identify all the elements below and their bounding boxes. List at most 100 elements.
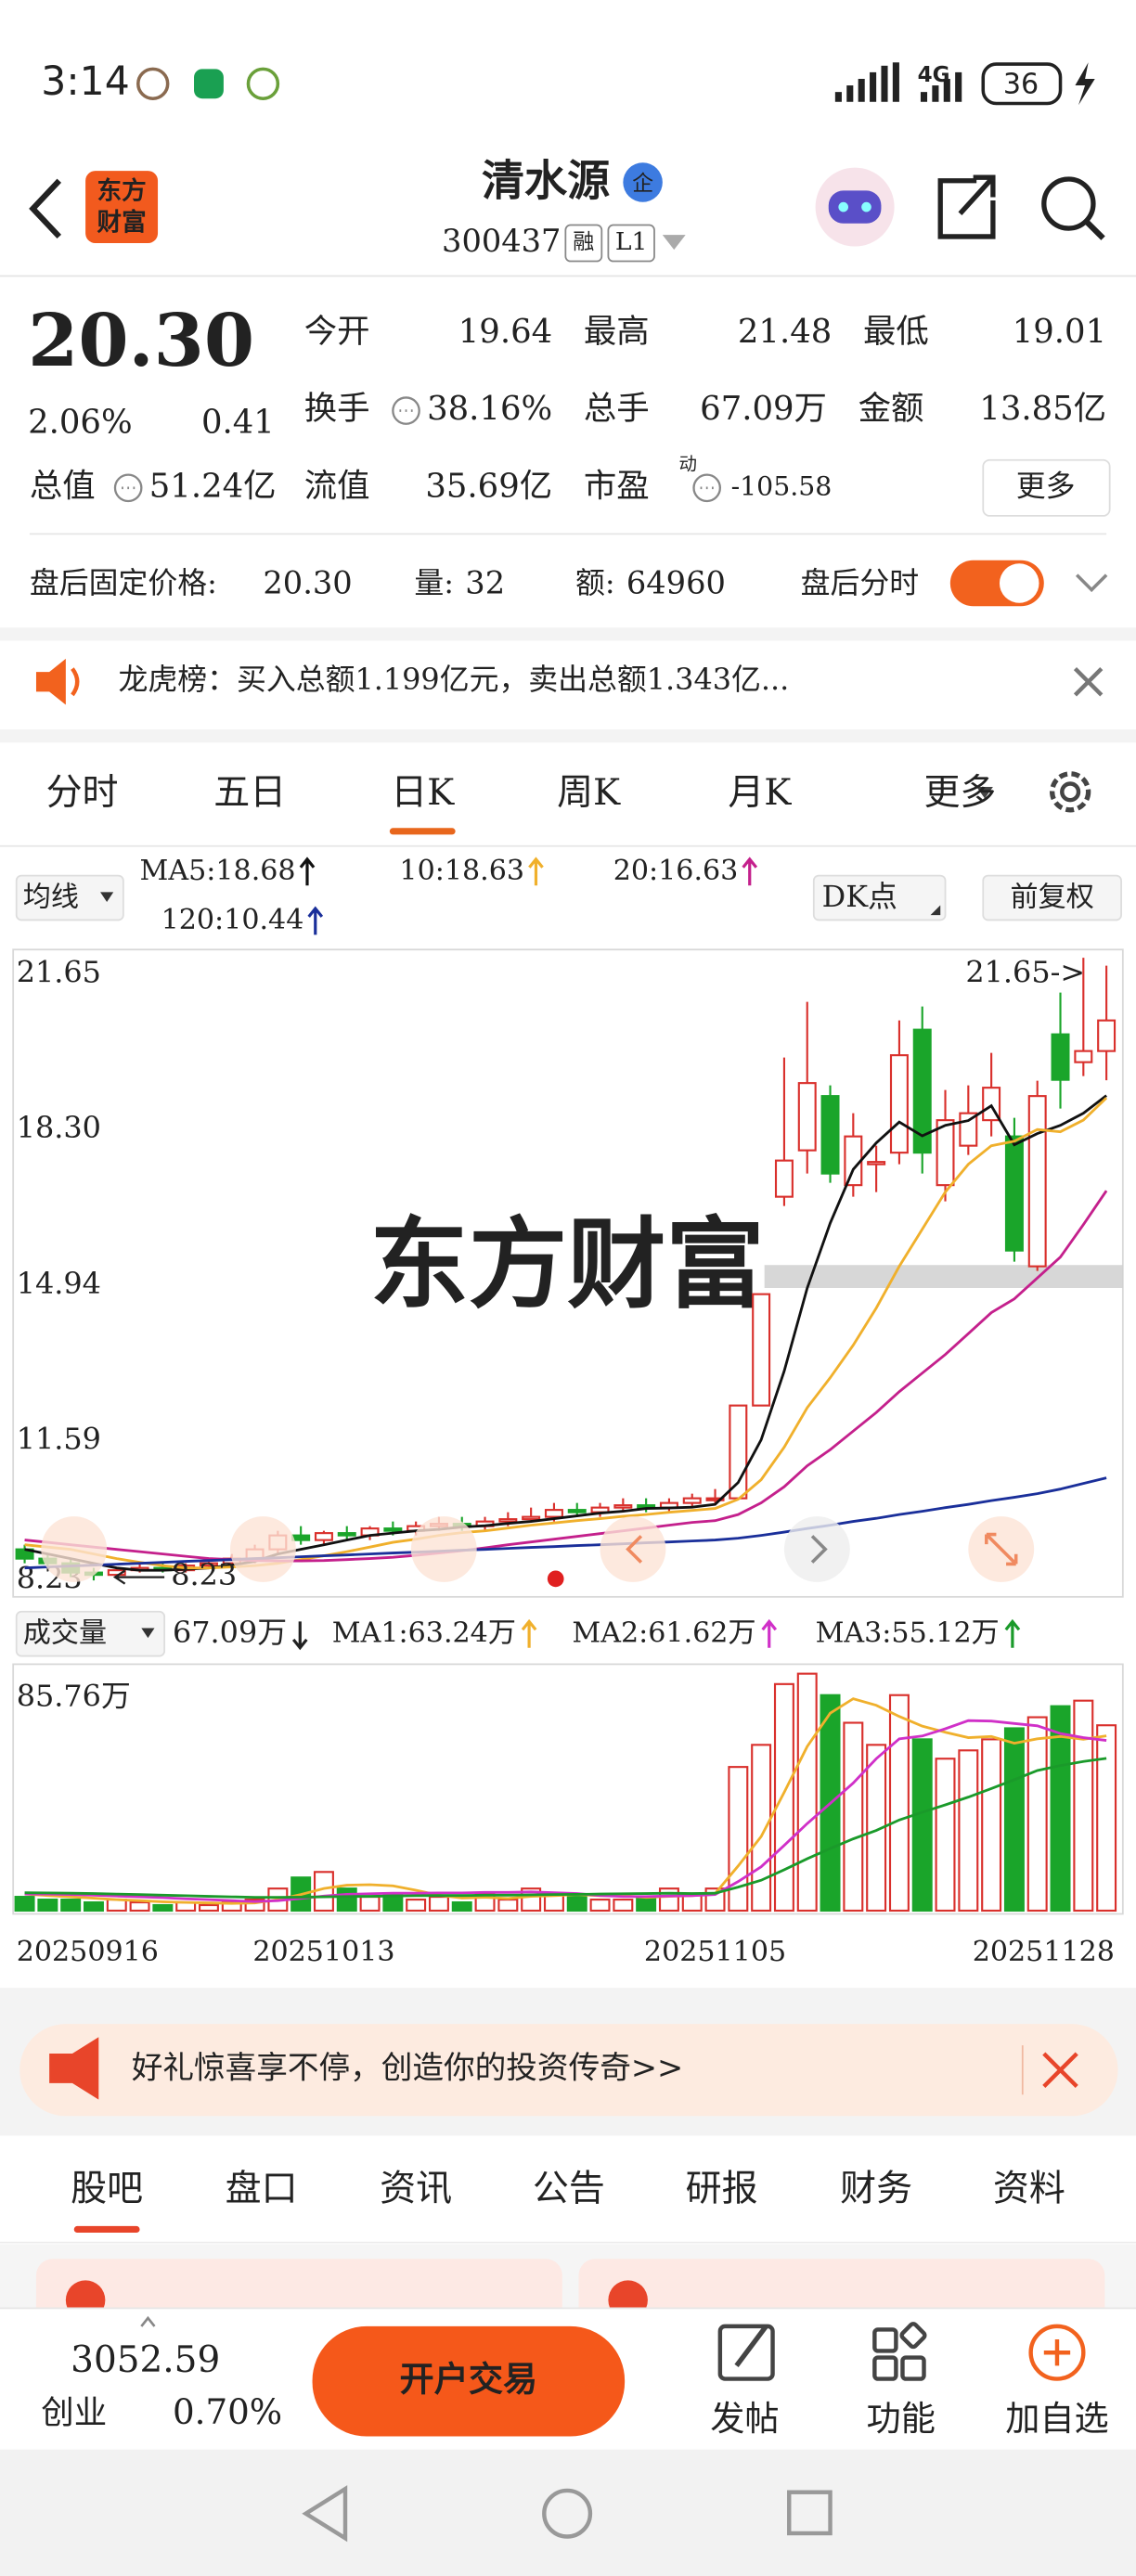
content-tab[interactable]: 股吧 xyxy=(71,2169,143,2210)
trend-arrow xyxy=(1004,1618,1021,1648)
content-tab[interactable]: 盘口 xyxy=(226,2169,298,2210)
chart-control[interactable] xyxy=(410,1516,477,1582)
post-icon[interactable] xyxy=(717,2324,775,2381)
y-tick-label: 11.59 xyxy=(17,1421,101,1456)
trade-button[interactable] xyxy=(312,2325,626,2437)
volume-indicator-button[interactable] xyxy=(15,1610,166,1657)
chart-tab[interactable]: 五日 xyxy=(213,772,286,814)
volume-bar xyxy=(981,1738,1002,1913)
volume-bar xyxy=(728,1766,749,1913)
more-button-label[interactable]: 更多 xyxy=(1016,468,1076,503)
after-hours-price: 20.30 xyxy=(263,564,352,600)
volume-legend-entry: MA1:63.24万 xyxy=(332,1617,516,1650)
info-icon[interactable] xyxy=(692,473,722,503)
max-label: 21.65-> xyxy=(965,954,1085,989)
search-button[interactable] xyxy=(1041,176,1096,231)
volume-bar xyxy=(152,1903,174,1913)
back-button[interactable] xyxy=(29,178,62,239)
ad-banner[interactable] xyxy=(19,2024,1118,2117)
trade-button-label[interactable]: 开户交易 xyxy=(399,2359,537,2400)
volume-bar xyxy=(497,1899,519,1913)
close-ad[interactable] xyxy=(1042,2052,1078,2088)
volume-bar xyxy=(658,1887,679,1913)
field-value: 19.64 xyxy=(458,313,552,351)
volume-label: 成交量 xyxy=(23,1617,107,1650)
function-icon[interactable] xyxy=(872,2322,927,2381)
field-label: 金额 xyxy=(858,390,924,428)
chart-control[interactable] xyxy=(783,1516,850,1582)
chart-tab[interactable]: 日K xyxy=(391,772,455,814)
dropdown-icon xyxy=(141,1628,155,1639)
settings-button[interactable] xyxy=(1050,771,1091,813)
share-button[interactable] xyxy=(937,174,996,239)
watchlist-icon[interactable] xyxy=(1028,2324,1086,2381)
dk-button[interactable] xyxy=(812,874,947,921)
content-tab[interactable]: 研报 xyxy=(686,2169,758,2210)
candle-body xyxy=(1027,1095,1047,1268)
candle-body xyxy=(936,1119,955,1187)
index-value[interactable]: 3052.59 xyxy=(71,2339,220,2381)
candle-body xyxy=(1097,1019,1117,1052)
more-button[interactable] xyxy=(982,458,1111,517)
chart-tab[interactable]: 分时 xyxy=(46,772,119,814)
volume-bar xyxy=(935,1758,956,1913)
content-tab[interactable]: 资料 xyxy=(993,2169,1065,2210)
chart-control[interactable] xyxy=(229,1516,296,1582)
badge xyxy=(623,162,663,202)
nav-back[interactable] xyxy=(302,2485,348,2543)
action-label[interactable]: 发帖 xyxy=(710,2398,779,2439)
legend-entry: 20:16.63 xyxy=(613,855,739,887)
price-band xyxy=(764,1265,1123,1288)
field-label: 换手 xyxy=(304,390,370,428)
field-label: 流值 xyxy=(304,467,370,505)
info-icon[interactable] xyxy=(113,473,143,503)
candle-body xyxy=(1051,1033,1070,1081)
info-icon[interactable] xyxy=(392,396,420,425)
volume-bar xyxy=(198,1903,219,1913)
candle-body xyxy=(613,1504,633,1509)
content-tab[interactable]: 财务 xyxy=(840,2169,912,2210)
notice-text[interactable]: 龙虎榜：买入总额1.199亿元，卖出总额1.343亿... xyxy=(119,662,790,697)
ma-line xyxy=(24,1097,1108,1570)
indicator-button[interactable] xyxy=(15,874,124,921)
expand-icon[interactable] xyxy=(1075,573,1108,593)
volume-legend-entry: MA3:55.12万 xyxy=(816,1617,1000,1650)
chart-control[interactable] xyxy=(600,1516,666,1582)
content-tab[interactable]: 资讯 xyxy=(380,2169,452,2210)
field-value: -105.58 xyxy=(731,470,833,501)
action-label[interactable]: 功能 xyxy=(867,2398,936,2439)
charging-icon xyxy=(1075,62,1095,106)
dk-label[interactable]: DK点 xyxy=(822,879,897,914)
close-notice[interactable] xyxy=(1073,666,1104,697)
field-value: 51.24亿 xyxy=(149,467,277,505)
nav-home[interactable] xyxy=(542,2488,593,2539)
candle-body xyxy=(752,1293,771,1407)
adjust-button[interactable] xyxy=(982,874,1122,921)
adjust-label[interactable]: 前复权 xyxy=(1011,881,1094,913)
ad-text[interactable]: 好礼惊喜享不停，创造你的投资传奇>> xyxy=(132,2050,684,2086)
volume-bar xyxy=(843,1721,864,1913)
volume-bar xyxy=(888,1694,910,1913)
network: 4G xyxy=(918,63,950,87)
chart-tab[interactable]: 月K xyxy=(728,772,792,814)
field-value: 13.85亿 xyxy=(979,390,1106,428)
settings-core xyxy=(1060,781,1081,803)
after-hours-value: 64960 xyxy=(626,564,726,600)
candle-body xyxy=(383,1527,403,1532)
action-label[interactable]: 加自选 xyxy=(1005,2398,1109,2439)
nav-recent[interactable] xyxy=(787,2490,833,2536)
chart-tab[interactable]: 周K xyxy=(557,772,621,814)
time: 3:14 xyxy=(41,59,129,105)
robot-face xyxy=(828,190,882,224)
chart-tab[interactable]: 更多 xyxy=(923,772,996,814)
content-tab[interactable]: 公告 xyxy=(533,2169,605,2210)
volume-bar xyxy=(451,1900,472,1913)
badge-text: 企 xyxy=(632,172,653,196)
candle-body xyxy=(337,1532,356,1537)
trend-arrow xyxy=(761,1618,778,1648)
chart-control[interactable] xyxy=(41,1516,108,1582)
search-handle xyxy=(1084,219,1105,240)
chart-control-icon xyxy=(810,1535,828,1564)
dropdown-icon[interactable] xyxy=(662,235,686,251)
nav-bar xyxy=(0,2449,1136,2576)
